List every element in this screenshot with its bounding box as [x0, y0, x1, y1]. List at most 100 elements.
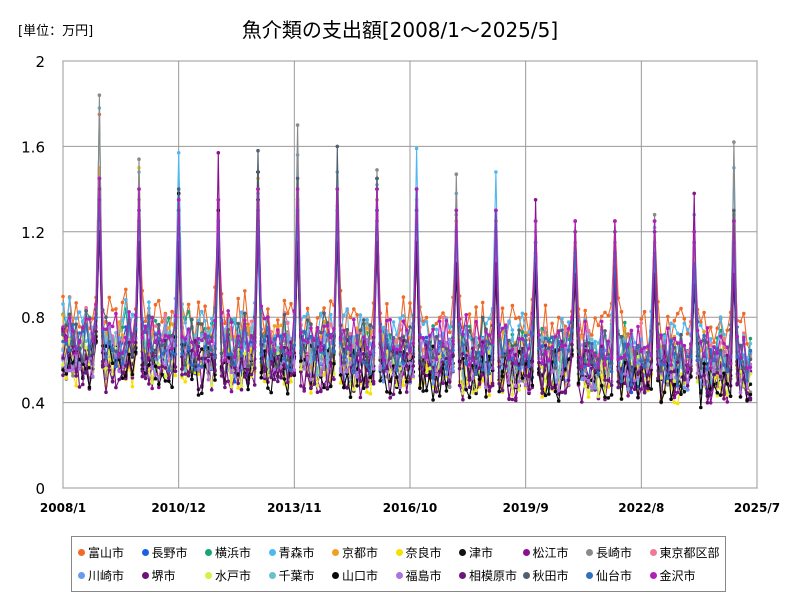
data-point — [666, 376, 670, 381]
data-point — [573, 219, 577, 223]
data-point — [461, 397, 465, 402]
data-point — [411, 364, 416, 368]
data-point — [471, 376, 475, 381]
data-point — [471, 391, 475, 395]
data-point — [718, 374, 723, 379]
data-point — [319, 348, 323, 352]
data-point — [461, 391, 465, 395]
legend-label: 福島市 — [405, 569, 442, 583]
data-point — [682, 386, 687, 390]
data-point — [289, 368, 293, 373]
unit-label: [単位：万円] — [18, 24, 94, 39]
data-point — [530, 311, 535, 316]
data-point — [603, 329, 607, 333]
data-point — [256, 148, 260, 153]
data-point — [646, 358, 650, 362]
data-point — [566, 378, 571, 383]
data-point — [226, 352, 230, 357]
data-point — [385, 369, 389, 374]
data-point — [203, 345, 207, 349]
data-point — [385, 390, 389, 394]
data-point — [173, 373, 178, 378]
data-point — [114, 385, 118, 390]
data-point — [153, 372, 158, 377]
data-point — [401, 319, 406, 324]
data-point — [153, 302, 158, 307]
data-point — [84, 309, 88, 313]
legend-marker — [522, 572, 530, 579]
data-point — [315, 326, 320, 330]
data-point — [213, 369, 217, 373]
data-point — [596, 323, 601, 328]
data-point — [81, 359, 85, 363]
data-point — [705, 367, 710, 372]
data-point — [213, 355, 217, 360]
data-point — [626, 332, 630, 336]
data-point — [153, 324, 158, 328]
data-point — [186, 309, 191, 314]
data-point — [702, 329, 706, 334]
data-point — [695, 371, 700, 376]
data-point — [114, 311, 118, 316]
data-point — [276, 345, 280, 350]
legend-item: 山口市 — [332, 564, 396, 587]
data-point — [543, 336, 548, 341]
data-point — [431, 398, 435, 402]
data-point — [170, 346, 174, 351]
data-point — [74, 351, 78, 355]
data-point — [328, 312, 333, 317]
data-point — [332, 361, 336, 366]
data-point — [176, 198, 181, 202]
data-point — [487, 388, 492, 393]
data-point — [328, 322, 333, 327]
legend-marker — [141, 572, 149, 579]
data-point — [520, 376, 525, 380]
data-point — [583, 376, 587, 381]
data-point — [190, 317, 194, 322]
data-point — [124, 349, 128, 354]
data-point — [368, 371, 373, 375]
data-point — [160, 320, 164, 324]
data-point — [71, 329, 75, 333]
data-point — [180, 351, 184, 356]
data-point — [61, 339, 65, 344]
data-point — [203, 332, 207, 337]
data-point — [219, 351, 224, 356]
data-point — [348, 395, 353, 400]
data-point — [580, 371, 584, 376]
data-point — [391, 345, 396, 349]
data-point — [725, 328, 730, 333]
data-point — [150, 366, 154, 371]
data-point — [322, 311, 326, 316]
data-point — [471, 332, 475, 337]
data-point — [302, 338, 307, 343]
data-point — [312, 357, 317, 362]
data-point — [517, 388, 521, 392]
data-point — [279, 334, 283, 339]
data-point — [365, 326, 369, 331]
data-point — [64, 323, 69, 328]
legend-item: 福島市 — [395, 564, 460, 587]
data-point — [157, 329, 161, 334]
data-point — [576, 355, 581, 360]
data-point — [276, 328, 280, 332]
data-point — [104, 355, 108, 360]
data-point — [368, 391, 373, 396]
data-point — [239, 356, 244, 361]
data-point — [732, 208, 736, 213]
data-point — [352, 370, 356, 375]
data-point — [517, 324, 521, 328]
data-point — [163, 342, 168, 347]
data-point — [209, 383, 214, 388]
data-point — [375, 187, 379, 191]
legend-label: 金沢市 — [659, 569, 696, 583]
data-point — [728, 361, 733, 366]
data-point — [527, 387, 531, 392]
data-point — [431, 324, 435, 328]
data-point — [728, 394, 733, 399]
data-point — [365, 384, 369, 389]
data-point — [127, 310, 131, 314]
data-point — [309, 326, 313, 330]
data-point — [471, 358, 475, 362]
data-point — [431, 344, 435, 349]
